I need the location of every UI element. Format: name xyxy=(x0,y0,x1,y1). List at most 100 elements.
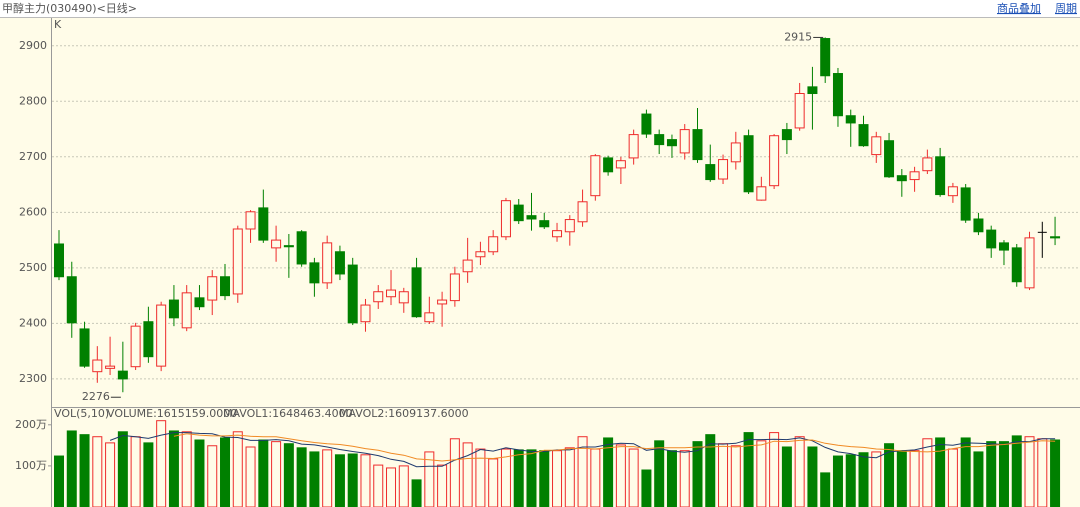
volume-bar xyxy=(590,448,601,507)
candle-body xyxy=(922,157,933,172)
candle-body xyxy=(513,204,524,222)
volume-bar xyxy=(909,450,920,507)
period-link[interactable]: 周期 xyxy=(1055,2,1077,15)
overlay-link[interactable]: 商品叠加 xyxy=(997,1,1041,15)
candle-body xyxy=(373,291,384,303)
candle-body xyxy=(411,267,422,318)
volume-bar xyxy=(322,449,333,507)
candle-body xyxy=(54,243,64,278)
candle-body xyxy=(769,135,780,187)
candle-body xyxy=(641,113,652,135)
candle-body xyxy=(679,129,690,154)
volume-bar xyxy=(334,454,345,507)
candle-body xyxy=(871,136,882,156)
candle-body xyxy=(92,359,103,373)
y-tick-label: 2300 xyxy=(19,372,47,385)
volume-bar xyxy=(513,449,524,507)
volume-bar xyxy=(462,442,473,507)
volume-bar xyxy=(194,439,205,507)
volume-bar xyxy=(666,450,677,507)
volume-bar xyxy=(692,441,703,507)
candle-body xyxy=(309,262,320,284)
axis-label: K xyxy=(54,18,62,31)
candle-body xyxy=(334,251,345,275)
volume-bar xyxy=(922,438,933,507)
y-tick-label: 2900 xyxy=(19,39,47,52)
candle-body xyxy=(807,86,818,95)
candle-body xyxy=(577,201,588,223)
volume-bar xyxy=(526,449,537,507)
volume-bar xyxy=(998,441,1009,507)
volume-bar xyxy=(309,451,320,507)
volume-bar xyxy=(781,446,792,507)
volume-bar xyxy=(437,464,448,507)
candle-body xyxy=(986,229,997,249)
volume-bar xyxy=(373,464,384,507)
volume-bar xyxy=(960,437,971,507)
candle-body xyxy=(143,321,154,358)
chart-title: 甲醇主力(030490)<日线> xyxy=(2,1,137,15)
volume-bar xyxy=(181,431,192,507)
volume-bar xyxy=(232,431,243,507)
candle-body xyxy=(1011,247,1022,283)
candle-body xyxy=(437,299,448,305)
volume-bar xyxy=(1011,435,1022,507)
candle-body xyxy=(692,129,703,161)
candle-body xyxy=(488,236,499,253)
volume-bar xyxy=(245,446,256,507)
candle-body xyxy=(832,73,843,117)
volume-bar xyxy=(1037,438,1048,507)
volume-bar xyxy=(973,451,984,507)
candle-body xyxy=(628,134,639,159)
volume-bar xyxy=(424,451,435,507)
candle-body xyxy=(947,186,958,197)
ma-line xyxy=(109,432,1056,468)
candle-body xyxy=(730,142,741,163)
volume-bar xyxy=(411,479,422,507)
candle-body xyxy=(232,228,243,295)
candle-body xyxy=(654,134,665,146)
volume-title: VOL(5,10) xyxy=(54,407,109,420)
ma-line xyxy=(173,433,1056,462)
volume-bar xyxy=(105,442,116,507)
legend-entry: MAVOL2:1609137.6000 xyxy=(339,407,469,420)
candle-body xyxy=(552,230,563,238)
volume-bar xyxy=(552,450,563,507)
candle-body xyxy=(207,276,218,301)
volume-bar xyxy=(807,446,818,507)
volume-bar xyxy=(794,436,805,507)
candle-body xyxy=(283,245,294,248)
volume-bar xyxy=(730,445,741,507)
candle-body xyxy=(718,159,729,180)
candle-body xyxy=(526,215,537,220)
volume-bar xyxy=(564,447,575,507)
candle-body xyxy=(398,291,409,304)
y-tick-label: 2800 xyxy=(19,94,47,107)
candle-body xyxy=(845,115,856,124)
candle-body xyxy=(973,218,984,233)
candle-body xyxy=(998,242,1009,251)
volume-bar xyxy=(398,465,409,507)
candle-body xyxy=(168,299,179,319)
volume-bar xyxy=(271,441,282,507)
candle-body xyxy=(449,273,460,302)
volume-bar xyxy=(1050,439,1061,507)
candle-body xyxy=(245,211,256,230)
volume-bar xyxy=(679,450,690,507)
volume-bar xyxy=(845,454,856,507)
volume-bar xyxy=(603,437,614,507)
candle-body xyxy=(194,297,205,308)
candle-body xyxy=(105,365,116,369)
candle-body xyxy=(909,171,920,181)
volume-bar xyxy=(79,434,90,507)
y-tick-label: 2400 xyxy=(19,316,47,329)
volume-bar xyxy=(986,441,997,507)
volume-bar xyxy=(1024,436,1035,507)
candle-body xyxy=(360,304,371,323)
candle-body xyxy=(66,276,77,324)
volume-bar xyxy=(718,443,729,507)
volume-bar xyxy=(832,455,843,507)
candle-body xyxy=(220,276,231,297)
